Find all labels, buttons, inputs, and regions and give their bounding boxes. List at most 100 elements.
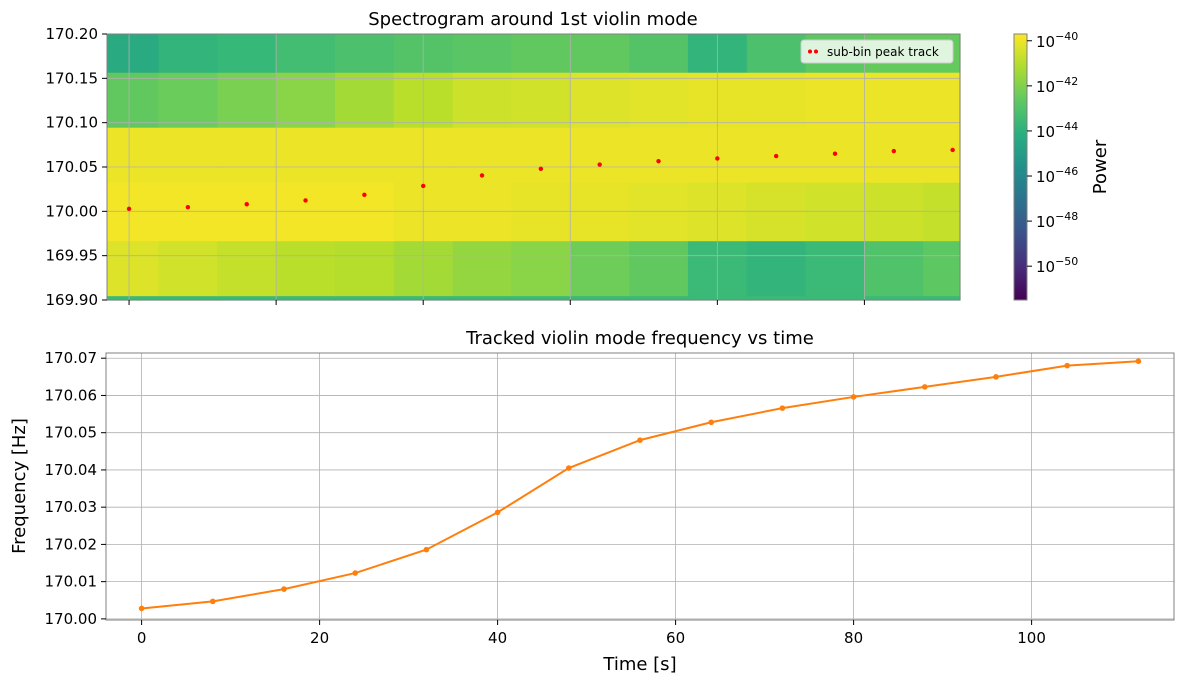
heatmap-cell bbox=[511, 295, 571, 301]
heatmap-cell bbox=[570, 295, 630, 301]
legend-marker bbox=[808, 49, 812, 54]
heatmap-cell bbox=[107, 295, 160, 301]
heatmap-cell bbox=[570, 72, 630, 128]
frequency-data-point bbox=[1064, 362, 1070, 369]
peak-track-point bbox=[362, 192, 367, 198]
heatmap-cell bbox=[629, 295, 689, 301]
line-plot-grid bbox=[106, 353, 1174, 620]
heatmap-cell bbox=[158, 240, 218, 297]
y-tick-label: 170.20 bbox=[46, 25, 99, 43]
spectrogram-y-ticks: 169.90 169.95 170.00 170.05 170.10 170.15 170.… bbox=[46, 25, 107, 309]
y-tick-label: 169.90 bbox=[46, 291, 99, 309]
peak-track-point bbox=[832, 151, 838, 156]
x-tick-label: 0 bbox=[137, 629, 147, 647]
heatmap-cell bbox=[107, 127, 160, 183]
heatmap-cell bbox=[158, 295, 218, 301]
y-tick-label: 170.00 bbox=[45, 610, 98, 628]
heatmap-cell bbox=[158, 72, 218, 128]
heatmap-cell bbox=[276, 295, 336, 301]
frequency-data-point bbox=[1135, 358, 1142, 364]
heatmap-cell bbox=[923, 127, 961, 183]
y-tick-label: 170.05 bbox=[45, 424, 98, 442]
heatmap-cell bbox=[217, 127, 277, 183]
colorbar-tick-label: 10−48 bbox=[1036, 210, 1078, 231]
heatmap-cell bbox=[107, 34, 160, 73]
peak-track-point bbox=[715, 156, 720, 161]
legend-label: sub-bin peak track bbox=[827, 45, 939, 59]
peak-track-point bbox=[656, 158, 661, 164]
legend-box bbox=[800, 39, 954, 64]
colorbar-ticks: 10−40 10−42 10−44 10−46 10−48 10−50 bbox=[1027, 30, 1078, 276]
heatmap-cell bbox=[217, 295, 277, 301]
heatmap-cell bbox=[452, 295, 513, 301]
peak-track-point bbox=[538, 166, 544, 171]
heatmap-cell bbox=[923, 72, 961, 128]
peak-track-point bbox=[420, 183, 426, 189]
heatmap-cell bbox=[511, 34, 571, 73]
heatmap-cell bbox=[217, 34, 277, 73]
legend-marker bbox=[814, 49, 818, 54]
heatmap-cell bbox=[746, 240, 807, 297]
frequency-data-point bbox=[566, 465, 572, 471]
x-tick-label: 40 bbox=[488, 629, 507, 647]
colorbar-tick-label: 10−42 bbox=[1036, 75, 1078, 96]
heatmap-cell bbox=[629, 72, 689, 128]
heatmap-cell bbox=[864, 72, 924, 128]
frequency-data-point bbox=[138, 605, 145, 612]
y-tick-label: 170.01 bbox=[45, 573, 98, 591]
line-chart-title: Tracked violin mode frequency vs time bbox=[465, 328, 814, 349]
heatmap-cell bbox=[452, 34, 513, 73]
line-plot-frame bbox=[105, 352, 1175, 621]
frequency-data-point bbox=[779, 405, 786, 411]
line-plot-background bbox=[106, 353, 1174, 620]
heatmap-cell bbox=[570, 127, 630, 183]
heatmap-cell bbox=[334, 295, 395, 301]
heatmap-cell bbox=[334, 34, 395, 73]
heatmap-cell bbox=[746, 72, 807, 128]
heatmap-cell bbox=[570, 34, 630, 73]
heatmap-cell bbox=[276, 127, 336, 183]
spectrogram-x-ticks bbox=[128, 300, 865, 305]
legend: sub-bin peak track bbox=[800, 39, 954, 64]
heatmap-cell bbox=[805, 295, 866, 301]
heatmap-cell bbox=[217, 240, 277, 297]
heatmap-cell bbox=[276, 34, 336, 73]
heatmap-cell bbox=[452, 72, 513, 128]
y-tick-label: 170.10 bbox=[46, 114, 99, 132]
colorbar-tick-label: 10−44 bbox=[1036, 120, 1078, 141]
heatmap-cell bbox=[923, 295, 961, 301]
frequency-data-point bbox=[494, 509, 501, 516]
heatmap-cell bbox=[864, 240, 924, 297]
heatmap-cell bbox=[158, 127, 218, 183]
x-tick-label: 80 bbox=[844, 629, 863, 647]
heatmap-cell bbox=[746, 295, 807, 301]
heatmap-cell bbox=[217, 72, 277, 128]
peak-track-point bbox=[185, 204, 191, 210]
heatmap-cell bbox=[805, 72, 866, 128]
heatmap-cell bbox=[334, 127, 395, 183]
spectrogram-title: Spectrogram around 1st violin mode bbox=[368, 9, 697, 30]
heatmap-cell bbox=[746, 34, 807, 73]
frequency-data-point bbox=[352, 570, 359, 576]
heatmap-cell bbox=[805, 240, 866, 297]
y-tick-label: 170.15 bbox=[46, 69, 99, 87]
colorbar-tick-label: 10−50 bbox=[1036, 255, 1078, 276]
peak-track-point bbox=[479, 173, 485, 178]
peak-track-point bbox=[126, 206, 132, 212]
peak-track-point bbox=[303, 198, 308, 203]
line-plot-x-ticks: 0 20 40 60 80 100 bbox=[137, 620, 1046, 647]
colorbar: 10−40 10−42 10−44 10−46 10−48 10−50 Power bbox=[1013, 30, 1111, 301]
y-tick-label: 170.04 bbox=[45, 461, 98, 479]
heatmap-cell bbox=[629, 127, 689, 183]
x-tick-label: 100 bbox=[1017, 629, 1046, 647]
heatmap-cell bbox=[107, 240, 160, 297]
heatmap-cell bbox=[511, 72, 571, 128]
heatmap-cell bbox=[107, 72, 160, 128]
y-tick-label: 169.95 bbox=[46, 247, 99, 265]
frequency-data-point bbox=[637, 437, 643, 443]
heatmap-cell bbox=[629, 34, 689, 73]
heatmap-cell bbox=[511, 240, 571, 297]
x-axis-label: Time [s] bbox=[602, 654, 676, 675]
spectrogram-grid bbox=[107, 33, 960, 301]
